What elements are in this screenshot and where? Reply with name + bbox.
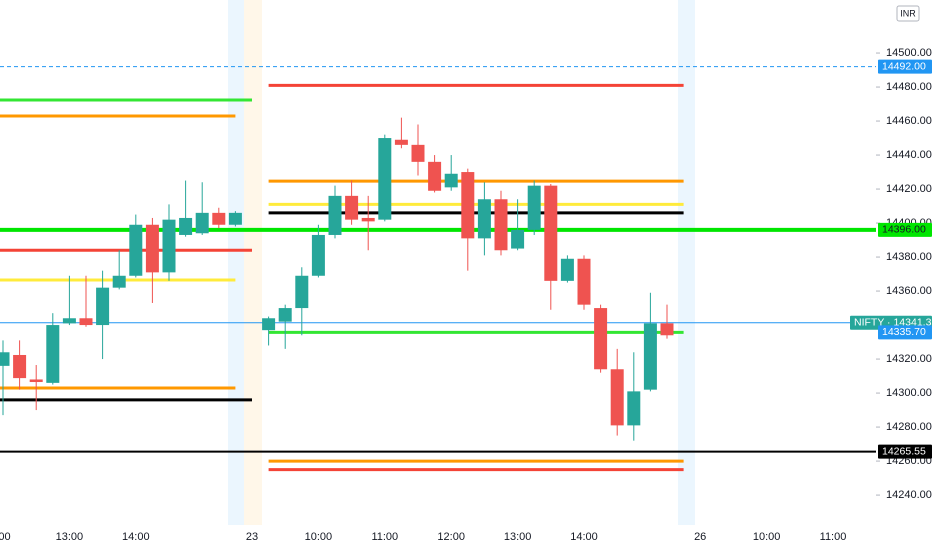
candle-body bbox=[477, 199, 491, 239]
candle-body bbox=[295, 275, 309, 309]
candle-body bbox=[96, 287, 110, 326]
candle-body bbox=[560, 258, 574, 281]
y-tick-label: 14420.00 bbox=[886, 183, 932, 195]
x-tick-label: 11:00 bbox=[820, 531, 847, 543]
x-tick-label: 11:00 bbox=[371, 531, 398, 543]
candle-body bbox=[162, 219, 176, 273]
candle-body bbox=[643, 323, 657, 390]
candle-body bbox=[411, 144, 425, 162]
x-tick-label: 10:00 bbox=[753, 531, 781, 543]
y-tick-label: 14460.00 bbox=[886, 115, 932, 127]
x-tick-label: :00 bbox=[0, 531, 11, 543]
price-label: 14335.70 bbox=[882, 326, 926, 338]
candle-body bbox=[544, 185, 558, 281]
y-tick-label: 14360.00 bbox=[886, 285, 932, 297]
candle-body bbox=[212, 212, 226, 225]
price-label-box bbox=[878, 444, 932, 459]
price-label: 14265.55 bbox=[882, 445, 926, 457]
candle-body bbox=[46, 325, 60, 383]
session-band bbox=[678, 0, 695, 525]
x-tick-label: 10:00 bbox=[305, 531, 333, 543]
candle-body bbox=[228, 212, 242, 225]
candle-body bbox=[660, 323, 674, 336]
y-tick-label: 14320.00 bbox=[886, 353, 932, 365]
x-tick-label: 26 bbox=[694, 531, 706, 543]
price-label-box bbox=[878, 325, 932, 340]
candle-body bbox=[361, 217, 375, 222]
x-tick-label: 14:00 bbox=[122, 531, 150, 543]
candle-body bbox=[29, 379, 43, 383]
y-tick-label: 14480.00 bbox=[886, 81, 932, 93]
candle-body bbox=[444, 173, 458, 188]
candle-body bbox=[577, 258, 591, 305]
candle-body bbox=[461, 172, 475, 239]
price-label: 14396.00 bbox=[882, 224, 926, 236]
price-label: 14492.00 bbox=[882, 60, 926, 72]
session-band bbox=[228, 0, 244, 525]
candle-body bbox=[145, 224, 159, 273]
candle-body bbox=[79, 318, 93, 326]
y-tick-label: 14300.00 bbox=[886, 387, 932, 399]
candle-body bbox=[328, 195, 342, 235]
y-tick-label: 14380.00 bbox=[886, 251, 932, 263]
y-tick-label: 14500.00 bbox=[886, 47, 932, 59]
candle-body bbox=[527, 185, 541, 230]
candle-body bbox=[195, 212, 209, 234]
currency: INR bbox=[900, 8, 916, 18]
candle-body bbox=[394, 139, 408, 145]
x-tick-label: 23 bbox=[246, 531, 258, 543]
y-tick-label: 14240.00 bbox=[886, 489, 932, 501]
candle-body bbox=[511, 229, 525, 249]
y-tick-label: 14440.00 bbox=[886, 149, 932, 161]
candle-body bbox=[610, 369, 624, 426]
candle-body bbox=[179, 217, 193, 235]
session-band bbox=[244, 0, 262, 525]
candle-body bbox=[278, 308, 292, 322]
candle-body bbox=[378, 138, 392, 220]
candle-body bbox=[13, 354, 27, 379]
x-tick-label: 12:00 bbox=[437, 531, 465, 543]
candle-body bbox=[262, 318, 276, 331]
candle-body bbox=[129, 224, 143, 276]
candle-body bbox=[0, 352, 10, 366]
price-label-box bbox=[878, 59, 932, 74]
candle-body bbox=[594, 308, 608, 370]
x-tick-label: 13:00 bbox=[504, 531, 532, 543]
candle-body bbox=[345, 195, 359, 220]
x-tick-label: 14:00 bbox=[570, 531, 598, 543]
candle-body bbox=[62, 318, 76, 324]
y-tick-label: 14280.00 bbox=[886, 421, 932, 433]
currency-box bbox=[896, 5, 920, 22]
candle-body bbox=[494, 199, 508, 251]
candle-body bbox=[428, 161, 442, 191]
candle-body bbox=[112, 275, 126, 288]
x-tick-label: 13:00 bbox=[56, 531, 84, 543]
candle-body bbox=[627, 391, 641, 426]
price-label-box bbox=[878, 222, 932, 237]
candle-body bbox=[311, 234, 325, 276]
